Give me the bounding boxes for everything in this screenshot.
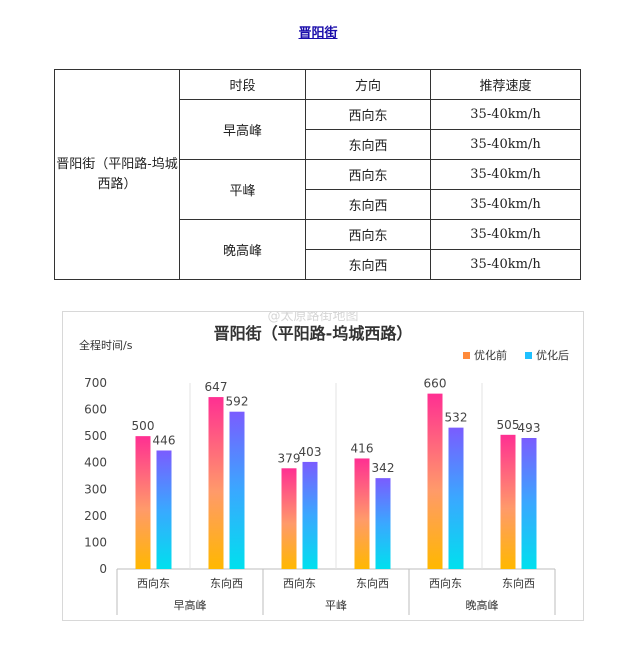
- table-row: 东向西 35-40km/h: [55, 129, 581, 160]
- direction-cell: 西向东: [305, 99, 431, 130]
- speed-cell: 35-40km/h: [430, 189, 581, 220]
- table-row: 东向西 35-40km/h: [55, 249, 581, 280]
- bar-优化前: [208, 397, 224, 569]
- y-tick-label: 200: [84, 509, 107, 523]
- bar-优化前: [500, 434, 516, 569]
- bar-优化后: [302, 461, 318, 569]
- page-link: 晋阳街: [0, 22, 636, 41]
- direction-cell: 东向西: [305, 249, 431, 280]
- speed-cell: 35-40km/h: [430, 249, 581, 280]
- data-label: 592: [226, 395, 249, 409]
- speed-table: 晋阳街（平阳路-坞城西路） 时段 方向 推荐速度 早高峰 西向东 35-40km…: [54, 69, 581, 280]
- bar-优化前: [427, 393, 443, 569]
- data-label: 647: [205, 380, 228, 394]
- table-row: 东向西 35-40km/h: [55, 189, 581, 220]
- y-axis-label: 全程时间/s: [79, 338, 133, 352]
- bar-优化前: [135, 436, 151, 569]
- direction-cell: 东向西: [305, 129, 431, 160]
- header-speed: 推荐速度: [430, 69, 581, 100]
- data-label: 532: [445, 411, 468, 425]
- x-tick-label: 东向西: [502, 576, 535, 590]
- y-tick-label: 600: [84, 403, 107, 417]
- speed-cell: 35-40km/h: [430, 129, 581, 160]
- data-label: 416: [351, 441, 374, 455]
- legend-label: 优化后: [536, 348, 569, 362]
- period-cell: 平峰: [179, 159, 306, 220]
- y-tick-label: 100: [84, 535, 107, 549]
- direction-cell: 东向西: [305, 189, 431, 220]
- x-group-label: 晚高峰: [466, 598, 499, 612]
- x-group-label: 平峰: [325, 599, 347, 612]
- data-label: 446: [153, 433, 176, 447]
- header-direction: 方向: [305, 69, 431, 100]
- x-tick-label: 西向东: [429, 576, 462, 590]
- bar-优化前: [354, 458, 370, 569]
- speed-cell: 35-40km/h: [430, 219, 581, 250]
- y-tick-label: 0: [99, 562, 107, 576]
- speed-cell: 35-40km/h: [430, 99, 581, 130]
- legend-swatch: [525, 352, 532, 359]
- table-row: 早高峰 西向东 35-40km/h: [55, 99, 581, 160]
- data-label: 505: [497, 418, 520, 432]
- legend-label: 优化前: [474, 348, 507, 362]
- bar-chart: @太原路街地图 晋阳街（平阳路-坞城西路） 全程时间/s 优化前 优化后 0 100…: [79, 308, 569, 615]
- bar-优化后: [156, 450, 172, 569]
- road-link[interactable]: 晋阳街: [298, 26, 338, 41]
- bar-优化后: [229, 411, 245, 569]
- x-group-label: 早高峰: [174, 598, 207, 612]
- chart-container: @太原路街地图 晋阳街（平阳路-坞城西路） 全程时间/s 优化前 优化后 0 100…: [62, 308, 584, 621]
- bar-优化前: [281, 468, 297, 569]
- data-label: 379: [278, 451, 301, 465]
- legend-swatch: [463, 352, 470, 359]
- x-tick-label: 东向西: [356, 576, 389, 590]
- period-cell: 晚高峰: [179, 219, 306, 280]
- table-row: 晚高峰 西向东 35-40km/h: [55, 219, 581, 280]
- table-header-row: 晋阳街（平阳路-坞城西路） 时段 方向 推荐速度: [54, 69, 581, 280]
- y-tick-label: 400: [84, 456, 107, 470]
- road-name-cell: 晋阳街（平阳路-坞城西路）: [54, 69, 180, 280]
- x-tick-label: 东向西: [210, 576, 243, 590]
- direction-cell: 西向东: [305, 219, 431, 250]
- table-row: 平峰 西向东 35-40km/h: [55, 159, 581, 220]
- chart-title: 晋阳街（平阳路-坞城西路）: [214, 324, 413, 343]
- data-label: 342: [372, 461, 395, 475]
- bar-优化后: [448, 427, 464, 569]
- x-tick-label: 西向东: [137, 576, 170, 590]
- chart-axes: 0 100 200 300 400 500 600 700 西向东 东向西 西向东 东向西 西向东 东向西…: [84, 376, 556, 615]
- speed-cell: 35-40km/h: [430, 159, 581, 190]
- chart-bars: 500 647 379 416 660 505 446 592 403 342 532 493: [132, 377, 541, 569]
- y-tick-label: 500: [84, 429, 107, 443]
- direction-cell: 西向东: [305, 159, 431, 190]
- data-label: 403: [299, 445, 322, 459]
- y-tick-label: 700: [84, 376, 107, 390]
- chart-watermark: @太原路街地图: [267, 312, 358, 324]
- data-label: 493: [518, 421, 541, 435]
- x-tick-label: 西向东: [283, 576, 316, 590]
- data-label: 660: [424, 377, 447, 391]
- period-cell: 早高峰: [179, 99, 306, 160]
- bar-优化后: [521, 438, 537, 569]
- chart-legend: 优化前 优化后: [463, 348, 569, 362]
- data-label: 500: [132, 419, 155, 433]
- header-period: 时段: [179, 69, 306, 100]
- y-tick-label: 300: [84, 482, 107, 496]
- bar-优化后: [375, 478, 391, 569]
